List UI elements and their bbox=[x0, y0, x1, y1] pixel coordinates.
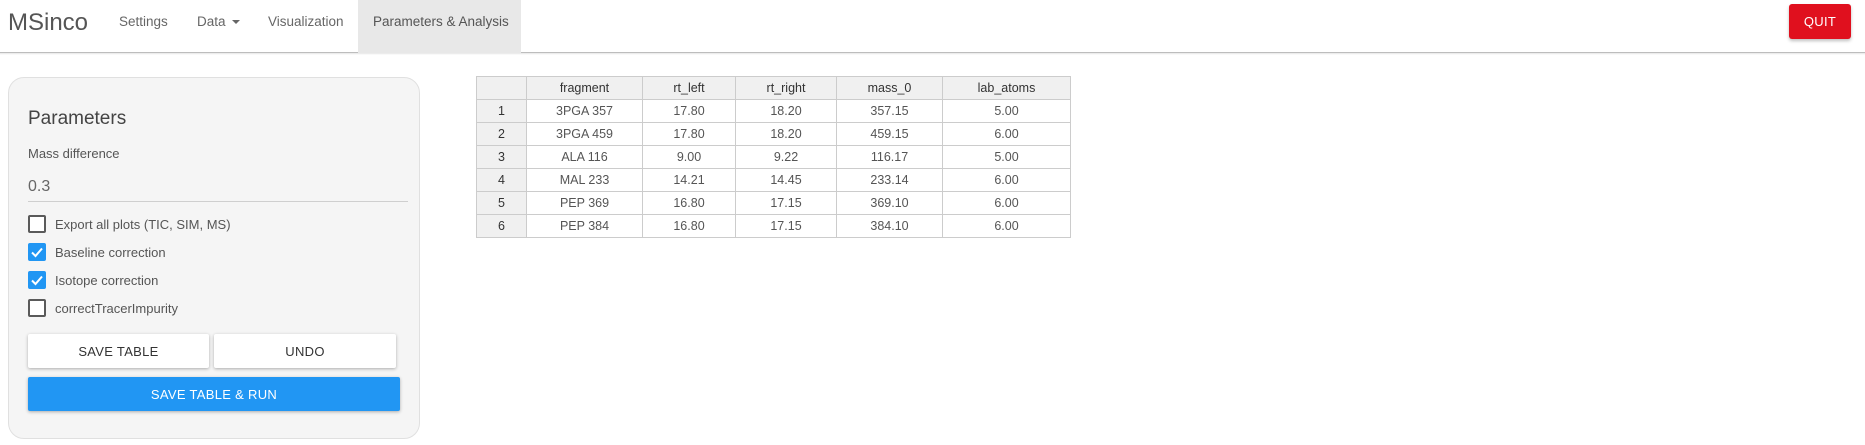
table-cell[interactable]: 9.00 bbox=[642, 145, 736, 169]
table-cell[interactable]: 14.21 bbox=[642, 168, 736, 192]
table-cell[interactable]: 6.00 bbox=[942, 122, 1071, 146]
table-row: 4 MAL 233 14.21 14.45 233.14 6.00 bbox=[476, 168, 1071, 192]
isotope-correction-checkbox-row[interactable]: Isotope correction bbox=[28, 270, 158, 290]
tracer-impurity-checkbox-row[interactable]: correctTracerImpurity bbox=[28, 298, 178, 318]
export-plots-checkbox[interactable] bbox=[28, 215, 46, 233]
baseline-correction-checkbox[interactable] bbox=[28, 243, 46, 261]
table-cell[interactable]: 18.20 bbox=[735, 122, 837, 146]
table-cell[interactable]: PEP 369 bbox=[526, 191, 643, 215]
table-cell[interactable]: 3PGA 357 bbox=[526, 99, 643, 123]
column-header-rt-right[interactable]: rt_right bbox=[735, 76, 837, 100]
table-cell[interactable]: 5.00 bbox=[942, 145, 1071, 169]
table-cell[interactable]: 384.10 bbox=[836, 214, 943, 238]
isotope-correction-checkbox[interactable] bbox=[28, 271, 46, 289]
table-cell[interactable]: MAL 233 bbox=[526, 168, 643, 192]
row-number: 6 bbox=[476, 214, 527, 238]
table-row: 2 3PGA 459 17.80 18.20 459.15 6.00 bbox=[476, 122, 1071, 146]
table-cell[interactable]: 6.00 bbox=[942, 214, 1071, 238]
fragments-table: fragment rt_left rt_right mass_0 lab_ato… bbox=[476, 76, 1071, 238]
table-cell[interactable]: ALA 116 bbox=[526, 145, 643, 169]
table-cell[interactable]: 6.00 bbox=[942, 168, 1071, 192]
brand-title[interactable]: MSinco bbox=[8, 9, 89, 36]
mass-difference-input[interactable] bbox=[28, 172, 408, 202]
nav-parameters-analysis[interactable]: Parameters & Analysis bbox=[358, 0, 521, 53]
table-cell[interactable]: 5.00 bbox=[942, 99, 1071, 123]
row-number: 5 bbox=[476, 191, 527, 215]
nav-data-dropdown[interactable]: Data bbox=[182, 0, 255, 53]
tracer-impurity-label: correctTracerImpurity bbox=[55, 300, 179, 316]
table-cell[interactable]: 233.14 bbox=[836, 168, 943, 192]
table-row: 1 3PGA 357 17.80 18.20 357.15 5.00 bbox=[476, 99, 1071, 123]
table-cell[interactable]: 369.10 bbox=[836, 191, 943, 215]
table-cell[interactable]: 459.15 bbox=[836, 122, 943, 146]
undo-button[interactable]: UNDO bbox=[214, 334, 396, 368]
row-number: 1 bbox=[476, 99, 527, 123]
checkmark-icon bbox=[31, 275, 43, 286]
baseline-correction-label: Baseline correction bbox=[55, 244, 166, 260]
navbar: MSinco Settings Data Visualization Param… bbox=[0, 0, 1865, 55]
nav-visualization[interactable]: Visualization bbox=[253, 0, 359, 53]
table-cell[interactable]: 16.80 bbox=[642, 214, 736, 238]
table-header-row: fragment rt_left rt_right mass_0 lab_ato… bbox=[476, 76, 1071, 100]
save-table-button[interactable]: SAVE TABLE bbox=[28, 334, 209, 368]
table-row: 6 PEP 384 16.80 17.15 384.10 6.00 bbox=[476, 214, 1071, 238]
export-plots-checkbox-row[interactable]: Export all plots (TIC, SIM, MS) bbox=[28, 214, 231, 234]
table-cell[interactable]: PEP 384 bbox=[526, 214, 643, 238]
table-cell[interactable]: 3PGA 459 bbox=[526, 122, 643, 146]
row-number: 2 bbox=[476, 122, 527, 146]
table-cell[interactable]: 9.22 bbox=[735, 145, 837, 169]
column-header-mass-0[interactable]: mass_0 bbox=[836, 76, 943, 100]
table-cell[interactable]: 17.80 bbox=[642, 122, 736, 146]
parameters-panel: Parameters Mass difference Export all pl… bbox=[8, 77, 420, 439]
column-header-lab-atoms[interactable]: lab_atoms bbox=[942, 76, 1071, 100]
isotope-correction-label: Isotope correction bbox=[55, 272, 159, 288]
nav-settings-label: Settings bbox=[119, 14, 168, 29]
table-cell[interactable]: 6.00 bbox=[942, 191, 1071, 215]
caret-down-icon bbox=[231, 20, 240, 25]
table-cell[interactable]: 116.17 bbox=[836, 145, 943, 169]
table-cell[interactable]: 357.15 bbox=[836, 99, 943, 123]
table-cell[interactable]: 16.80 bbox=[642, 191, 736, 215]
parameters-title: Parameters bbox=[28, 108, 127, 129]
nav-settings[interactable]: Settings bbox=[104, 0, 183, 53]
table-cell[interactable]: 17.80 bbox=[642, 99, 736, 123]
table-row: 3 ALA 116 9.00 9.22 116.17 5.00 bbox=[476, 145, 1071, 169]
row-number: 3 bbox=[476, 145, 527, 169]
nav-data-label: Data bbox=[197, 14, 226, 29]
table-cell[interactable]: 17.15 bbox=[735, 214, 837, 238]
column-header-index bbox=[476, 76, 527, 100]
baseline-correction-checkbox-row[interactable]: Baseline correction bbox=[28, 242, 166, 262]
checkmark-icon bbox=[31, 247, 43, 258]
row-number: 4 bbox=[476, 168, 527, 192]
quit-button[interactable]: QUIT bbox=[1789, 4, 1851, 39]
save-table-run-button[interactable]: SAVE TABLE & RUN bbox=[28, 377, 400, 411]
column-header-rt-left[interactable]: rt_left bbox=[642, 76, 736, 100]
nav-parameters-analysis-label: Parameters & Analysis bbox=[373, 14, 509, 29]
table-cell[interactable]: 18.20 bbox=[735, 99, 837, 123]
table-row: 5 PEP 369 16.80 17.15 369.10 6.00 bbox=[476, 191, 1071, 215]
table-cell[interactable]: 17.15 bbox=[735, 191, 837, 215]
tracer-impurity-checkbox[interactable] bbox=[28, 299, 46, 317]
nav-visualization-label: Visualization bbox=[268, 14, 344, 29]
mass-difference-label: Mass difference bbox=[28, 146, 120, 161]
table-cell[interactable]: 14.45 bbox=[735, 168, 837, 192]
export-plots-label: Export all plots (TIC, SIM, MS) bbox=[55, 216, 231, 232]
column-header-fragment[interactable]: fragment bbox=[526, 76, 643, 100]
